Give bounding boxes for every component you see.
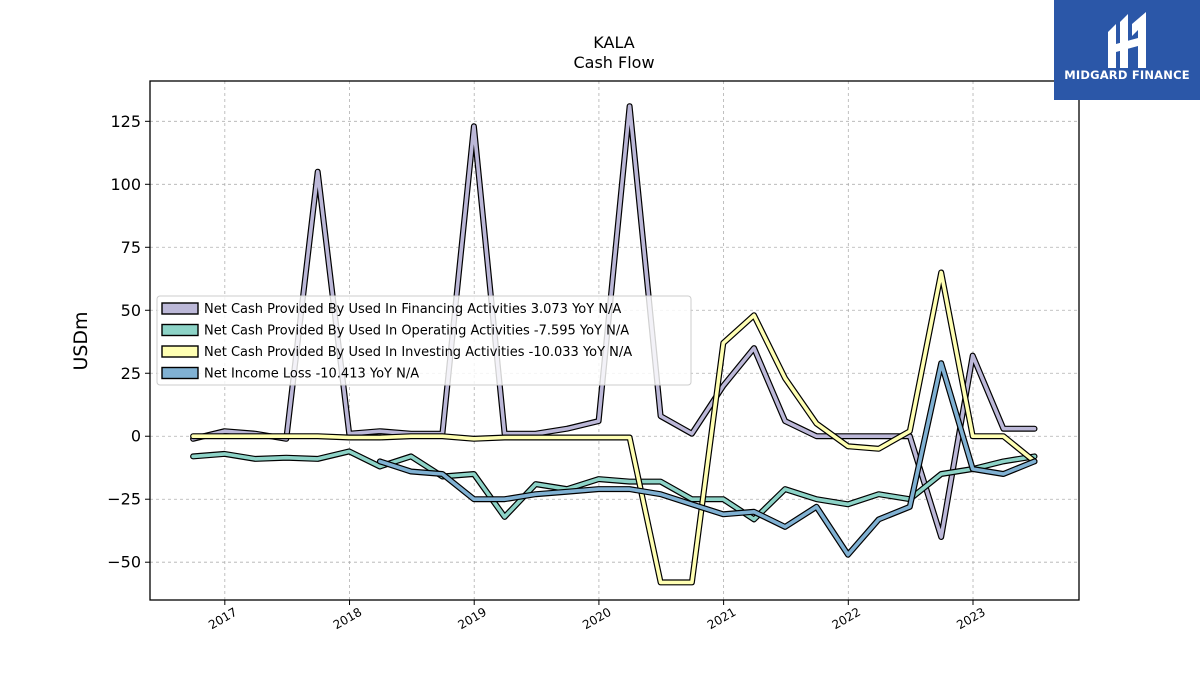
chart-subtitle: Cash Flow (573, 53, 654, 72)
legend-swatch (161, 323, 199, 337)
legend: Net Cash Provided By Used In Financing A… (156, 295, 692, 386)
series-line-net-income-loss (378, 361, 1037, 557)
x-axis-ticks: 2017 2018 2019 2020 2021 2022 2023 (206, 600, 988, 632)
x-tick-label: 2017 (206, 605, 239, 632)
logo: MIDGARD FINANCE (1054, 0, 1200, 100)
x-tick-label: 2022 (830, 605, 863, 632)
x-tick-label: 2023 (954, 605, 987, 632)
y-tick-label: 25 (121, 364, 141, 383)
legend-entry: Net Cash Provided By Used In Operating A… (204, 324, 629, 339)
legend-entry: Net Cash Provided By Used In Investing A… (204, 345, 632, 360)
x-tick-label: 2020 (580, 605, 613, 632)
y-axis-ticks: −50 −25 0 25 50 75 100 125 (107, 112, 150, 572)
legend-swatch (161, 302, 199, 315)
y-tick-label: 100 (110, 175, 141, 194)
y-tick-label: 75 (121, 238, 141, 257)
legend-box (156, 295, 692, 386)
plot-frame (149, 80, 1080, 601)
series-line-net-cash-provided-by-used-in-investing-activities (191, 270, 1037, 585)
midgard-logo-icon (1108, 12, 1146, 68)
x-tick-label: 2021 (705, 605, 738, 632)
logo-text: MIDGARD FINANCE (1064, 68, 1190, 82)
x-tick-label: 2018 (331, 605, 364, 632)
chart-title: KALA (593, 33, 634, 52)
legend-entry: Net Income Loss -10.413 YoY N/A (204, 367, 419, 382)
legend-swatch (161, 345, 199, 358)
x-tick-label: 2019 (455, 605, 488, 632)
y-tick-label: 50 (121, 301, 141, 320)
legend-entry: Net Cash Provided By Used In Financing A… (204, 302, 621, 317)
y-tick-label: −50 (107, 553, 141, 572)
y-tick-label: 125 (110, 112, 141, 131)
legend-swatch (161, 366, 199, 380)
series-line-net-cash-provided-by-used-in-operating-activities (191, 449, 1037, 522)
y-tick-label: −25 (107, 490, 141, 509)
y-tick-label: 0 (131, 427, 141, 446)
y-axis-label: USDm (70, 311, 92, 370)
